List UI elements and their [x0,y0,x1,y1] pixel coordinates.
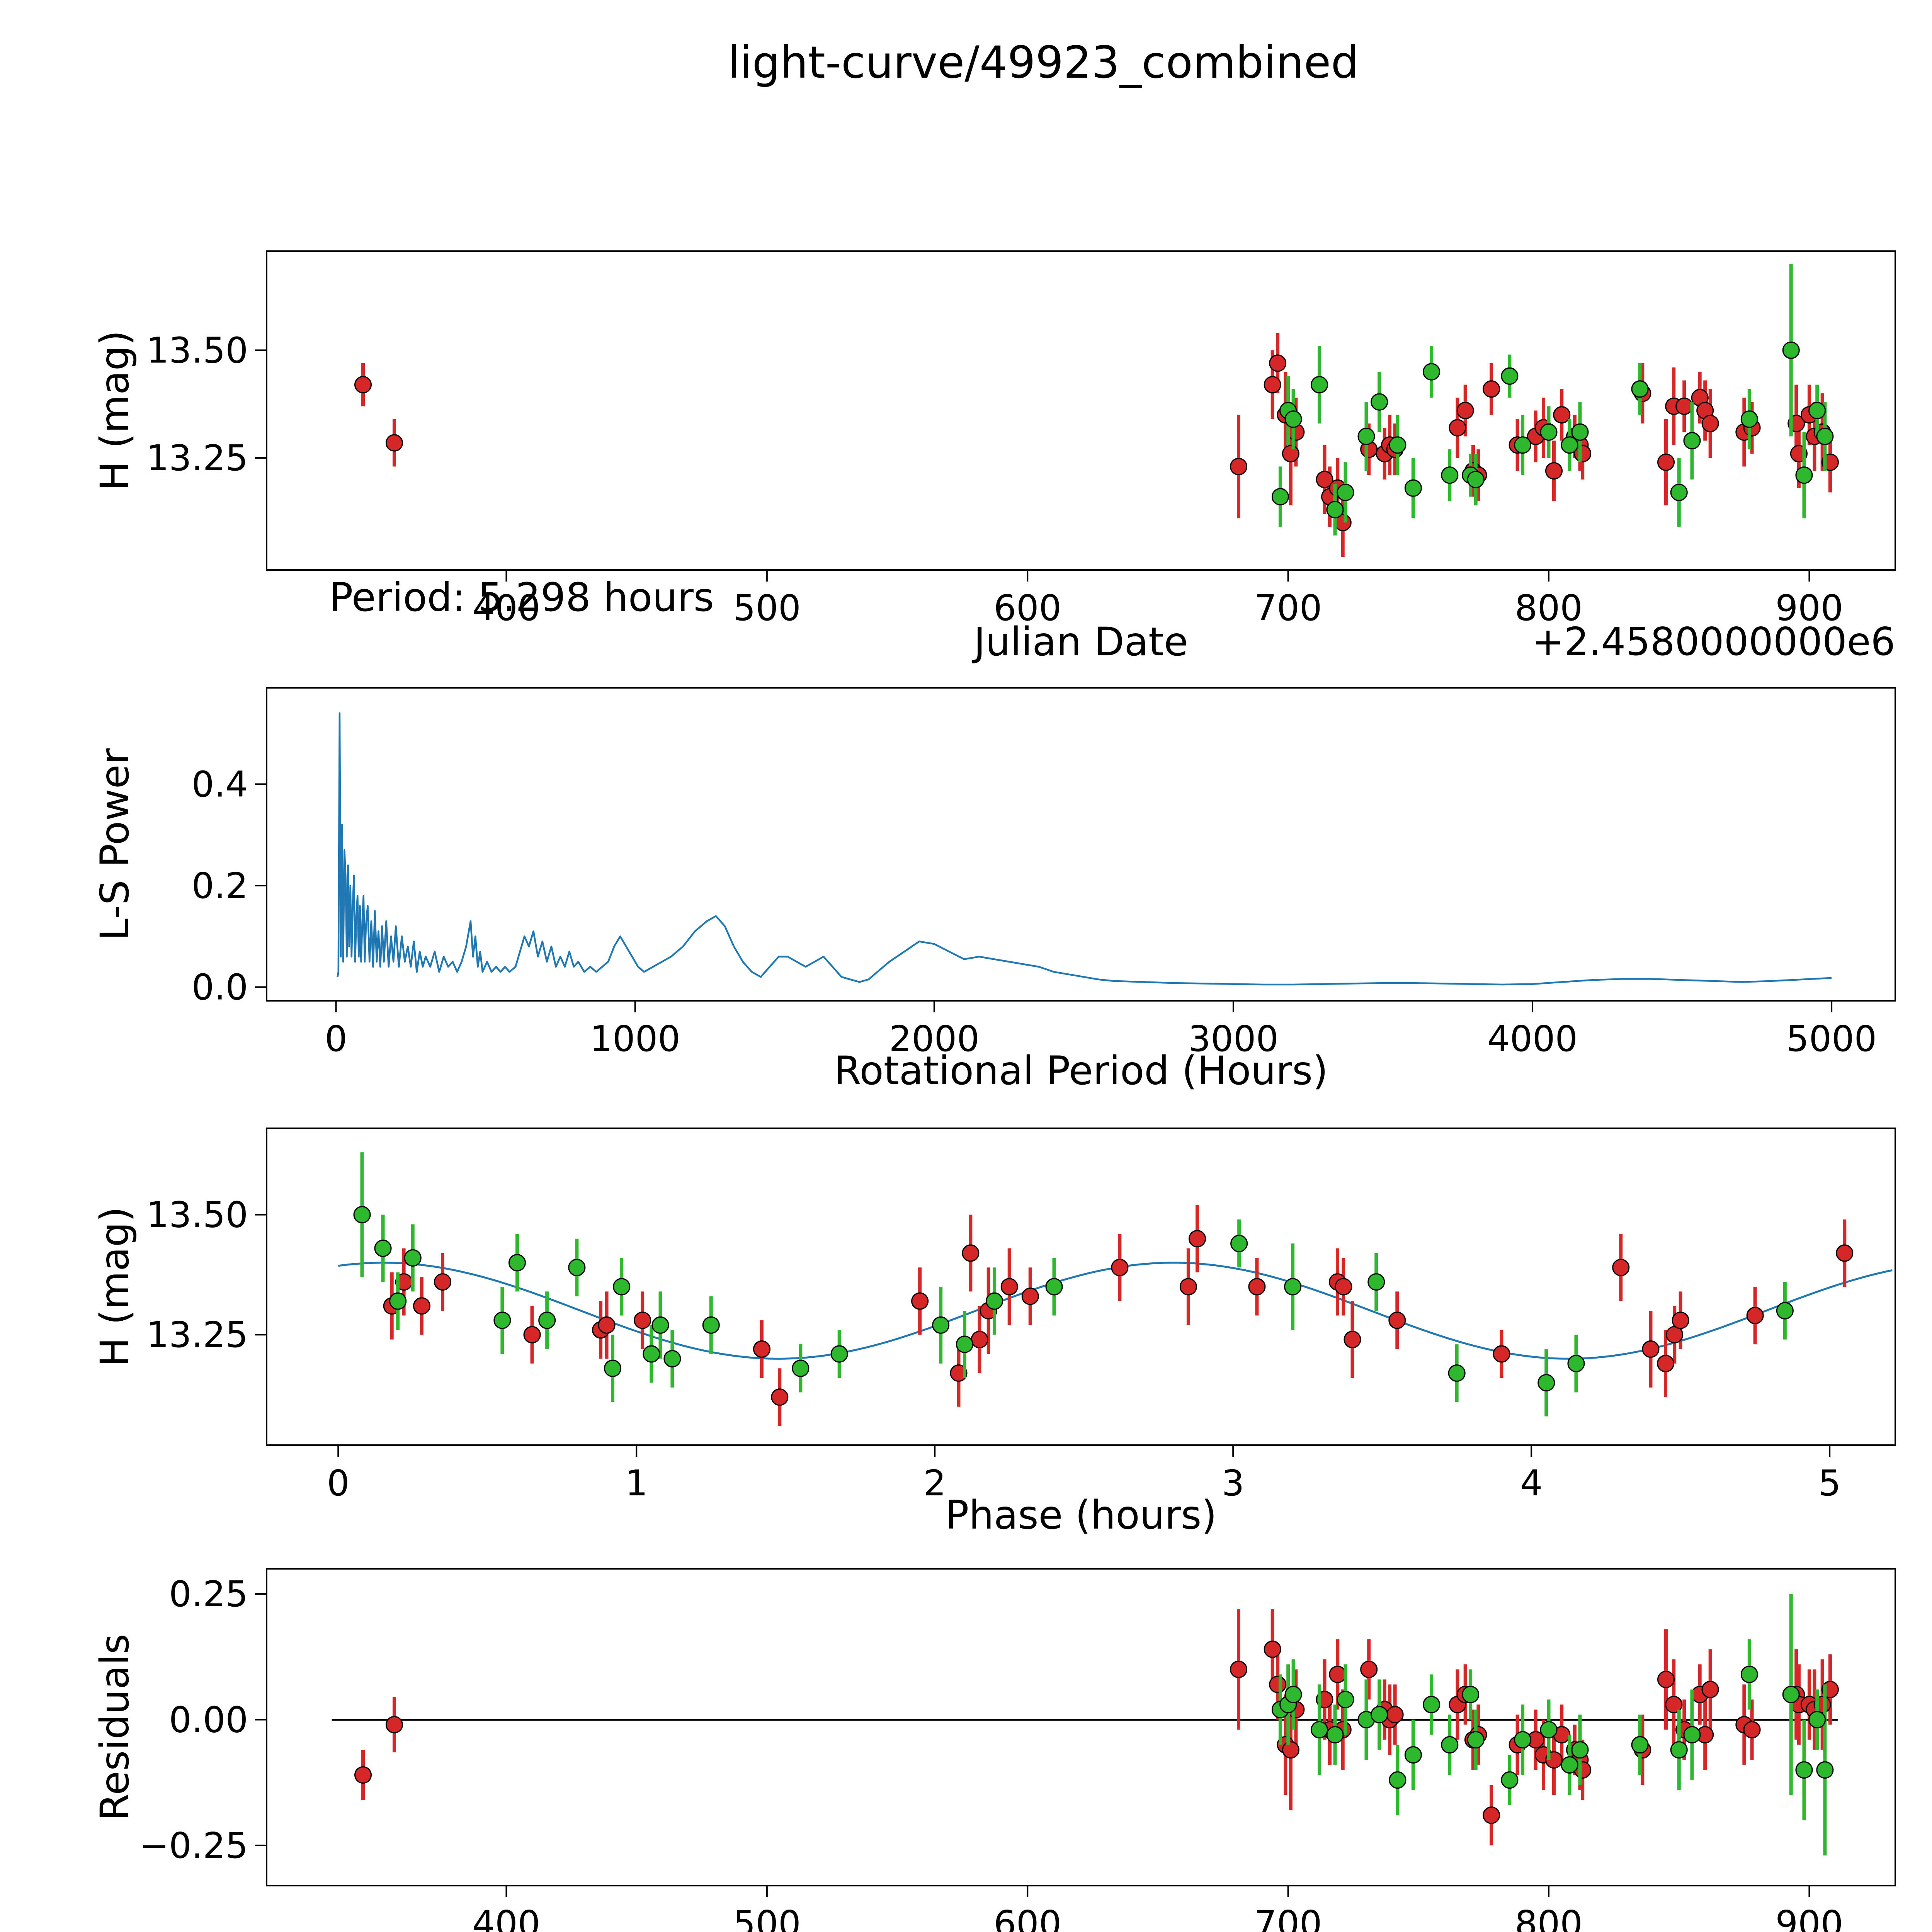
svg-text:4000: 4000 [1487,1018,1578,1060]
series-green-filter [1271,1594,1834,1855]
svg-text:700: 700 [1254,1903,1322,1932]
svg-text:900: 900 [1776,1903,1844,1932]
svg-text:600: 600 [993,1903,1061,1932]
series-green-filter [353,1152,1794,1417]
ylabel-periodogram: L-S Power [92,748,138,940]
panel-residuals: 400 500 600 700 800 900 −0.25 0.00 0.25 [139,1568,1896,1932]
ylabel-lightcurve: H (mag) [92,330,138,491]
svg-text:13.25: 13.25 [146,1314,248,1355]
svg-text:0.0: 0.0 [192,967,248,1008]
figure-title: light-curve/49923_combined [728,37,1359,88]
svg-text:900: 900 [1776,587,1844,629]
xlabel-lightcurve: Julian Date [974,619,1188,665]
series-red-filter [354,333,1839,557]
svg-text:2: 2 [923,1463,946,1504]
ylabel-phase: H (mag) [92,1206,138,1367]
svg-text:800: 800 [1515,587,1583,629]
panel-light-curve-jd: 400 500 600 700 800 900 13.25 13.50 [146,250,1896,629]
series-green-filter [1271,264,1834,536]
axes-frame [266,250,1896,571]
svg-text:−0.25: −0.25 [139,1825,248,1866]
svg-text:700: 700 [1254,587,1322,629]
series-red-filter [383,1205,1854,1426]
svg-text:3: 3 [1222,1463,1245,1504]
ylabel-residuals: Residuals [92,1634,138,1821]
xlabel-phase: Phase (hours) [945,1492,1217,1538]
series-red-filter [354,1609,1839,1845]
xlabel-periodogram: Rotational Period (Hours) [834,1048,1328,1094]
svg-text:0.4: 0.4 [192,764,248,805]
svg-text:0.2: 0.2 [192,865,248,906]
svg-text:600: 600 [993,587,1061,629]
svg-text:4: 4 [1520,1463,1543,1504]
svg-text:800: 800 [1515,1903,1583,1932]
periodogram-line [337,712,1832,986]
svg-text:0: 0 [325,1018,347,1060]
svg-text:500: 500 [733,587,801,629]
svg-text:5000: 5000 [1786,1018,1877,1060]
panel-ls-periodogram: 0 1000 2000 3000 4000 5000 0.0 0.2 0.4 [192,687,1896,1060]
axes-frame [266,1568,1896,1886]
model-curve [338,1262,1893,1360]
svg-text:0.00: 0.00 [169,1699,248,1740]
period-annotation: Period: 5.298 hours [329,575,714,621]
svg-text:400: 400 [473,587,541,629]
svg-text:13.25: 13.25 [146,437,248,479]
jd-offset-top: +2.4580000000e6 [1532,619,1895,664]
svg-text:1000: 1000 [590,1018,680,1060]
svg-text:1: 1 [625,1463,648,1504]
panel-phased-light-curve: 0 1 2 3 4 5 13.25 13.50 [146,1128,1896,1504]
svg-text:3000: 3000 [1188,1018,1279,1060]
svg-text:13.50: 13.50 [146,1194,248,1236]
svg-text:500: 500 [733,1903,801,1932]
svg-text:0.25: 0.25 [169,1573,248,1615]
svg-text:13.50: 13.50 [146,330,248,371]
svg-text:400: 400 [473,1903,541,1932]
svg-text:2000: 2000 [889,1018,980,1060]
axes-frame [266,687,1896,1002]
axes-frame [266,1128,1896,1446]
svg-text:0: 0 [327,1463,350,1504]
svg-text:5: 5 [1818,1463,1841,1504]
